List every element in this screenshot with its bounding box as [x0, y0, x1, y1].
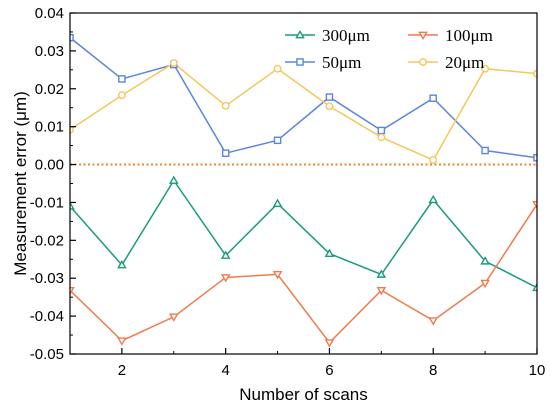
data-point	[533, 69, 537, 78]
data-point	[117, 91, 126, 100]
axis-ticks: 2 4 6 8 10 -0.05 -0.04 -0.03 -0.02 -0.01 0.00 0.01 0…	[30, 5, 546, 379]
y-tick-label: -0.03	[30, 270, 64, 287]
y-axis-title: Measurement error (μm)	[11, 91, 30, 276]
data-point	[220, 274, 231, 283]
data-point	[481, 146, 489, 155]
data-point	[376, 269, 387, 278]
legend-marker	[296, 58, 304, 66]
data-point	[532, 200, 537, 210]
y-tick-label: -0.05	[30, 346, 64, 363]
data-point	[376, 286, 387, 296]
data-point	[429, 94, 437, 103]
data-point	[324, 248, 335, 257]
data-point	[428, 194, 439, 204]
data-point	[273, 64, 282, 73]
data-point	[273, 136, 282, 145]
y-tick-label: -0.04	[30, 308, 64, 325]
y-tick-label: 0.00	[35, 157, 64, 174]
legend-label: 50μm	[322, 53, 361, 72]
legend-label: 300μm	[322, 26, 370, 45]
legend: 300μm 100μm 50μm 20μm	[285, 26, 493, 72]
legend-label: 20μm	[445, 53, 484, 72]
data-point	[117, 259, 127, 269]
data-point	[325, 102, 334, 111]
legend-marker	[419, 58, 427, 66]
y-tick-label: 0.02	[35, 81, 64, 98]
data-point	[481, 64, 490, 73]
series-lines	[70, 37, 537, 344]
data-point	[221, 149, 230, 157]
x-tick-label: 6	[325, 362, 333, 379]
data-point	[70, 286, 75, 296]
y-tick-label: -0.01	[30, 194, 64, 211]
data-point	[428, 317, 439, 326]
data-point	[118, 75, 126, 83]
data-point	[429, 156, 438, 164]
legend-marker	[418, 31, 428, 41]
data-point	[168, 175, 179, 184]
y-tick-label: 0.01	[35, 119, 64, 136]
x-axis-title: Number of scans	[239, 385, 368, 404]
data-point	[532, 282, 537, 292]
y-tick-label: 0.04	[35, 5, 64, 22]
data-point	[377, 126, 386, 135]
series-line-1	[70, 203, 537, 344]
x-tick-label: 8	[429, 362, 437, 379]
data-point	[272, 198, 283, 207]
series-markers	[70, 33, 537, 348]
legend-marker	[295, 29, 305, 39]
data-point	[272, 271, 283, 280]
y-tick-label: -0.02	[30, 232, 64, 249]
data-point	[220, 250, 231, 259]
data-point	[533, 153, 537, 162]
series-line-0	[70, 179, 537, 289]
data-point	[480, 256, 490, 265]
data-point	[480, 279, 490, 289]
data-point	[377, 133, 386, 142]
x-tick-label: 4	[221, 362, 229, 379]
data-point	[221, 101, 230, 110]
series-line-3	[70, 62, 537, 161]
data-point	[325, 93, 334, 101]
y-tick-label: 0.03	[35, 43, 64, 60]
legend-label: 100μm	[445, 26, 493, 45]
x-tick-label: 10	[529, 362, 546, 379]
series-line-2	[70, 37, 537, 159]
data-point	[117, 337, 127, 346]
x-tick-label: 2	[118, 362, 126, 379]
data-point	[70, 201, 75, 210]
data-point	[324, 339, 335, 348]
data-point	[169, 59, 178, 67]
data-point	[168, 313, 179, 322]
